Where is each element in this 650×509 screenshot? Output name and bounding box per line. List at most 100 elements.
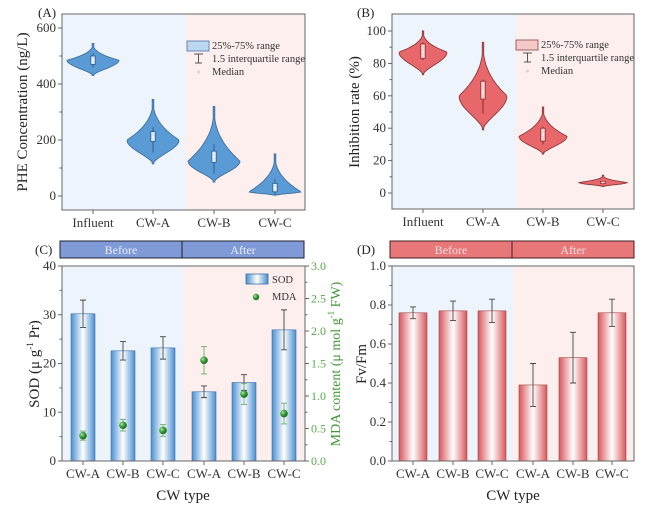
x-axis-title: CW type	[156, 488, 210, 504]
violin-cw-b	[187, 105, 241, 183]
x-tick-label: CW-B	[436, 466, 470, 481]
legend-label-range: 25%-75% range	[541, 40, 609, 51]
x-tick-label: CW-A	[66, 466, 101, 481]
x-tick-label: CW-B	[556, 466, 590, 481]
violin-median	[482, 91, 484, 94]
y-tick-label: 0.6	[370, 336, 387, 351]
y-tick-label: 0	[380, 185, 387, 200]
y2-axis-title: MDA content (μ mol g-1 FW)	[326, 281, 344, 446]
y-tick-label: 10	[43, 404, 56, 419]
y-axis-title: PHE Concentration (ng/L)	[15, 32, 31, 191]
x-tick-label: CW-C	[475, 466, 508, 481]
background-before	[62, 14, 185, 210]
error-bar	[120, 341, 126, 361]
violin-iqr-box	[480, 80, 486, 100]
violin-body	[248, 153, 302, 196]
panel-label: (B)	[357, 5, 374, 20]
legend-label-median: Median	[212, 67, 245, 78]
point-mda	[280, 402, 288, 425]
header-after-label: After	[560, 243, 585, 257]
y-tick-label: 40	[373, 120, 386, 135]
y-axis-title: SOD (μ g-1 Pr)	[25, 320, 43, 408]
y-tick-label: 400	[37, 76, 57, 91]
legend-whisker-icon	[194, 53, 203, 64]
y-axis-title: Fv/Fm	[354, 344, 370, 384]
bar	[271, 329, 297, 462]
y-tick-label: 0.0	[370, 453, 386, 468]
panel-a: 0 200 400 600 Influent CW-A CW-B CW-C (A) PHE …	[15, 5, 306, 230]
legend-swatch-box	[186, 40, 210, 52]
violin-influent	[398, 30, 448, 76]
point	[200, 356, 208, 365]
violin-cw-b	[518, 106, 568, 155]
x-tick-label: CW-B	[526, 214, 560, 229]
x-tick-label: CW-C	[258, 215, 291, 230]
header-after-label: After	[230, 243, 255, 257]
legend: 25%-75% range 1.5 interquartile range Me…	[515, 39, 634, 77]
y-tick-label: 1.0	[370, 258, 386, 273]
bar-fvfm	[558, 331, 588, 462]
x-tick-label: CW-A	[466, 214, 501, 229]
group-header: Before After	[389, 240, 635, 259]
violin-median	[274, 187, 276, 190]
y2-ticks: 0.0 0.5 1.0 1.5 2.0 2.5 3.0	[305, 259, 326, 468]
violin-cw-a	[126, 98, 180, 165]
y-tick-label: 0	[50, 453, 57, 468]
point	[240, 390, 248, 398]
panel-label: (A)	[38, 5, 56, 20]
bar	[477, 310, 507, 462]
x-tick-label: CW-C	[267, 466, 300, 481]
legend-swatch-sod	[245, 273, 269, 285]
error-bar	[80, 299, 86, 328]
header-after	[181, 240, 305, 259]
point-mda	[200, 346, 208, 375]
panel-c: Before After 0 10 20 30 40 0.0 0.5 1.0 1.5 2.0 2.…	[25, 240, 344, 504]
y-ticks: 0.0 0.2 0.4 0.6 0.8 1.0	[370, 258, 392, 468]
violins	[398, 30, 629, 187]
panel-label: (D)	[357, 242, 375, 257]
violin-median	[422, 51, 424, 53]
violins	[66, 42, 302, 196]
y-tick-label: 0.5	[311, 422, 326, 436]
x-ticks: Influent CW-A CW-B CW-C	[72, 210, 292, 230]
violin-median	[152, 136, 154, 139]
bar	[438, 310, 468, 462]
y-ticks: 0 20 40 60 80 100	[367, 23, 392, 200]
y-tick-label: 0.2	[370, 414, 386, 429]
x-tick-label: Influent	[72, 215, 114, 230]
legend-swatch-mda	[252, 293, 260, 301]
bar	[191, 391, 217, 462]
bar-sod	[110, 341, 136, 462]
panel-b: 0 20 40 60 80 100 Influent CW-A CW-B CW-C (B) In…	[347, 5, 635, 229]
bar	[597, 312, 627, 462]
x-tick-label: CW-C	[595, 466, 628, 481]
point-mda	[240, 383, 248, 405]
point	[159, 426, 167, 435]
bar-sod	[191, 385, 217, 462]
bar-fvfm	[518, 363, 548, 462]
legend: SOD MDA	[245, 273, 297, 303]
point	[119, 421, 127, 430]
violin-cw-a	[458, 41, 508, 131]
x-ticks: Influent CW-A CW-B CW-C	[402, 209, 620, 229]
bar-fvfm	[438, 300, 468, 462]
y-tick-label: 40	[43, 258, 56, 273]
point	[280, 409, 288, 418]
y-tick-label: 20	[373, 153, 386, 168]
header-before-label: Before	[435, 243, 468, 257]
y-tick-label: 60	[373, 88, 386, 103]
bar	[398, 312, 428, 462]
error-bar	[410, 306, 416, 320]
x-tick-label: CW-C	[146, 466, 179, 481]
bar-sod	[150, 336, 176, 462]
point-mda	[79, 430, 87, 441]
x-tick-label: CW-C	[586, 214, 619, 229]
error-bar	[450, 300, 456, 322]
y-ticks: 0 200 400 600	[37, 20, 62, 203]
violin-median	[213, 155, 215, 158]
violin-cw-c	[577, 174, 629, 187]
bar-fvfm	[597, 298, 627, 462]
legend-median-dot	[526, 69, 529, 73]
violin-cw-c	[248, 153, 302, 196]
y-tick-label: 1.0	[311, 389, 326, 403]
